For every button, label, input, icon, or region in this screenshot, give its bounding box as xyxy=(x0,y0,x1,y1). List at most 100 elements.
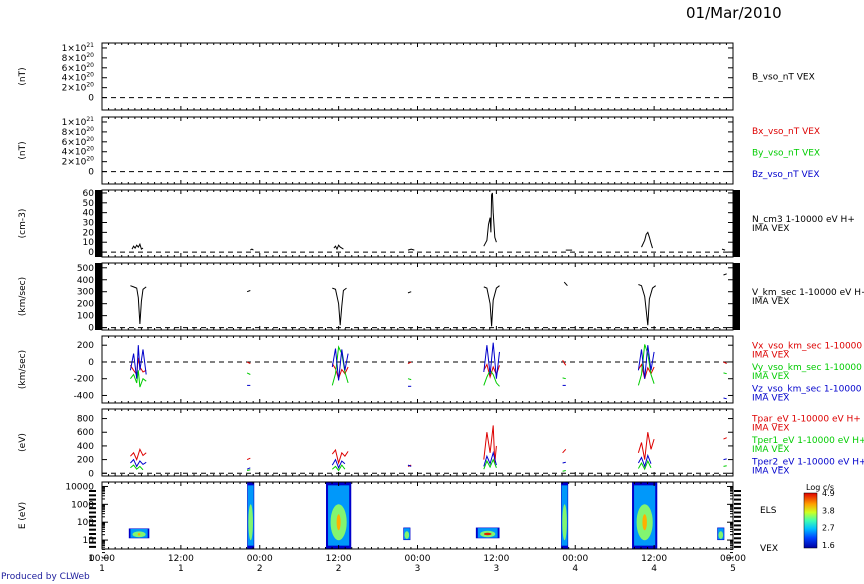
x-tick-day-label: 2 xyxy=(336,564,342,574)
left-tick-bar xyxy=(89,494,96,497)
series-line xyxy=(723,372,727,375)
right-tick-bar xyxy=(734,524,741,527)
legend-entry: Tper1_eV 1-10000 eV H+ xyxy=(751,436,864,446)
series-line xyxy=(637,344,655,386)
left-tick-bar xyxy=(89,490,96,492)
series-line xyxy=(562,360,567,366)
colorbar-tick-label: 4.9 xyxy=(822,489,835,498)
series-line xyxy=(563,281,568,287)
y-tick-label: 50 xyxy=(83,199,95,209)
right-side-bar xyxy=(733,190,740,257)
series-line xyxy=(246,372,251,375)
x-tick-day-label: 5 xyxy=(730,564,736,574)
y-tick-label: 20 xyxy=(83,228,95,238)
y-axis-label: (nT) xyxy=(18,141,28,159)
y-tick-label: 6×1020 xyxy=(62,62,95,74)
legend-entry: Bx_vso_nT VEX xyxy=(752,127,820,137)
legend-entry: V_km_sec 1-10000 eV H+ xyxy=(752,288,864,298)
x-tick-time-label: 12:00 xyxy=(168,554,194,564)
right-tick-bar xyxy=(734,520,741,523)
right-tick-bar xyxy=(734,502,741,505)
legend-entry: IMA VEX xyxy=(752,372,789,382)
y-tick-label: 0 xyxy=(88,324,94,334)
legend-entry: Tpar_eV 1-10000 eV H+ xyxy=(751,415,861,425)
right-side-bar xyxy=(733,263,740,330)
y-tick-label: 30 xyxy=(83,219,95,229)
legend-entry: IMA VEX xyxy=(752,297,789,307)
y-tick-label: 500 xyxy=(77,264,94,274)
x-tick-time-label: 00:00 xyxy=(405,554,431,564)
series-line xyxy=(246,469,251,471)
legend-entry: Bz_vso_nT VEX xyxy=(752,170,820,180)
colorbar-tick-label: 2.7 xyxy=(822,524,835,533)
panel-velocity: 500 400 300 200 100 0 (km/sec) V_km_sec 1-10000… xyxy=(18,262,864,334)
series-line xyxy=(407,464,412,467)
y-tick-label: 0 xyxy=(88,94,94,104)
left-tick-bar xyxy=(89,507,96,510)
x-tick-day-label: 1 xyxy=(99,564,105,574)
colorbar-tick-label: 3.8 xyxy=(822,506,835,515)
legend-entry: IMA VEX xyxy=(752,445,789,455)
y-tick-label: 10 xyxy=(83,536,95,546)
panel-frame xyxy=(101,262,734,331)
series-line xyxy=(333,244,344,251)
y-tick-label: 8×1020 xyxy=(62,126,95,138)
y-tick-label: 4×1020 xyxy=(62,146,95,158)
series-line xyxy=(721,248,726,251)
y-tick-label: 300 xyxy=(77,288,94,298)
series-line xyxy=(562,448,567,454)
left-tick-bar xyxy=(89,498,96,501)
legend-entry: IMA VEX xyxy=(752,394,789,404)
right-tick-bar xyxy=(734,507,741,510)
panel-velocity_components: 200 0 -200 -400 (km/sec) Vx_vso_km_sec 1-1000… xyxy=(18,335,862,404)
series-line xyxy=(131,242,144,250)
y-tick-label: 1×1021 xyxy=(62,116,95,128)
left-tick-bar xyxy=(89,515,96,518)
x-tick-day-label: 4 xyxy=(572,564,578,574)
series-line xyxy=(483,458,497,470)
series-line xyxy=(129,357,147,376)
series-line xyxy=(723,465,727,467)
y-tick-label: -400 xyxy=(74,391,95,401)
legend-entry: Vy_vso_km_sec 1-10000 xyxy=(752,363,862,373)
y-tick-label: 10 xyxy=(83,238,95,248)
series-line xyxy=(637,453,652,469)
y-axis-label: (cm-3) xyxy=(18,209,28,239)
legend-entry: ELS xyxy=(760,506,777,516)
x-tick-time-label: 00:00 xyxy=(247,554,273,564)
y-tick-label: 0 xyxy=(88,358,94,368)
x-tick-time-label: 12:00 xyxy=(641,554,667,564)
series-line xyxy=(483,192,497,247)
y-tick-label: 1 xyxy=(88,554,94,564)
right-tick-bar xyxy=(734,494,741,497)
left-tick-bar xyxy=(89,541,96,544)
series-line xyxy=(723,273,727,276)
series-line xyxy=(641,231,653,249)
y-tick-label: -200 xyxy=(74,375,95,385)
colorbar-title: Log c/s xyxy=(806,483,834,492)
left-tick-bar xyxy=(89,524,96,527)
x-tick-day-label: 2 xyxy=(257,564,263,574)
series-line xyxy=(246,361,251,365)
legend-entry: Vz_vso_km_sec 1-10000 xyxy=(752,385,862,395)
y-tick-label: 40 xyxy=(83,209,95,219)
x-tick-time-label: 12:00 xyxy=(483,554,509,564)
series-line xyxy=(130,458,147,468)
spectrogram-peak xyxy=(642,514,647,531)
panel-frame xyxy=(101,408,734,477)
right-tick-bar xyxy=(734,537,741,540)
y-tick-label: 1000 xyxy=(71,500,94,510)
spectrogram-core xyxy=(718,531,724,539)
series-line xyxy=(562,461,566,464)
series-line xyxy=(483,450,497,467)
series-line xyxy=(407,361,412,365)
series-line xyxy=(250,248,254,251)
x-tick-time-label: 12:00 xyxy=(326,554,352,564)
x-tick-time-label: 00:00 xyxy=(720,554,746,564)
left-tick-bar xyxy=(89,511,96,514)
y-axis-label: (nT) xyxy=(18,67,28,85)
series-line xyxy=(331,348,349,381)
